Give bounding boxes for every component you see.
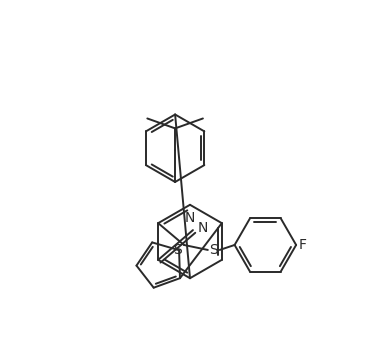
Text: N: N (198, 221, 208, 235)
Text: F: F (299, 238, 307, 252)
Text: N: N (185, 211, 195, 225)
Text: S: S (173, 243, 182, 257)
Text: S: S (209, 243, 218, 257)
